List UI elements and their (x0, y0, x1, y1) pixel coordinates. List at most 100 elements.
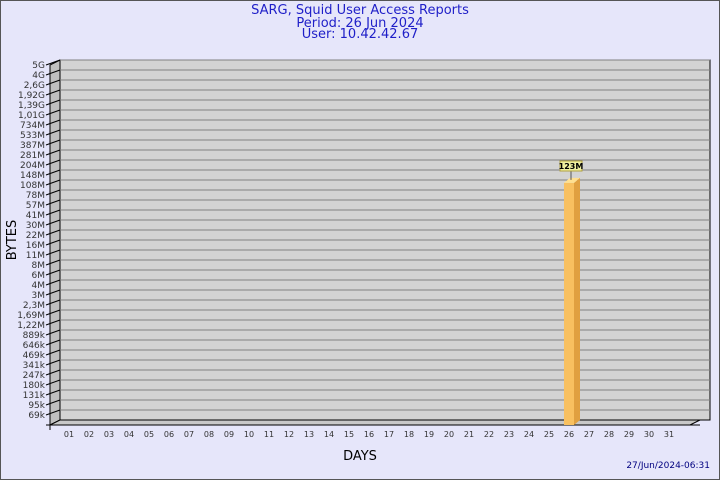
x-tick-label: 06 (164, 430, 174, 439)
x-tick-label: 31 (664, 430, 674, 439)
plot-floor (49, 419, 701, 426)
y-tick-label: 387M (20, 141, 45, 151)
x-tick-label: 21 (464, 430, 474, 439)
x-tick-label: 27 (584, 430, 594, 439)
y-tick (45, 319, 61, 326)
y-tick-label: 341k (23, 361, 46, 371)
y-tick-label: 533M (20, 131, 45, 141)
generated-timestamp: 27/Jun/2024-06:31 (626, 461, 710, 471)
x-tick-label: 20 (444, 430, 454, 439)
y-tick-label: 69k (28, 411, 45, 421)
x-tick-label: 14 (324, 430, 334, 439)
y-tick-label: 1,39G (18, 101, 45, 111)
bar (564, 182, 574, 425)
y-tick-label: 1,22M (17, 321, 45, 331)
x-tick-label: 05 (144, 430, 154, 439)
y-tick (45, 139, 61, 146)
y-tick (45, 329, 61, 336)
y-tick-label: 11M (26, 251, 45, 261)
y-tick-label: 131k (23, 391, 46, 401)
y-tick (45, 409, 61, 416)
x-tick-label: 30 (644, 430, 654, 439)
y-tick (45, 379, 61, 386)
y-tick (45, 59, 61, 66)
y-tick (45, 239, 61, 246)
y-tick-label: 95k (28, 401, 45, 411)
x-tick-label: 16 (364, 430, 374, 439)
y-tick (45, 159, 61, 166)
y-tick (45, 79, 61, 86)
x-tick-label: 23 (504, 430, 514, 439)
y-tick-label: 22M (26, 231, 45, 241)
y-tick-label: 4M (32, 281, 46, 291)
y-tick (45, 289, 61, 296)
x-tick-label: 09 (224, 430, 234, 439)
data-label-box (559, 160, 583, 172)
x-tick-label: 22 (484, 430, 494, 439)
y-tick (45, 299, 61, 306)
y-tick-label: 469k (23, 351, 46, 361)
x-tick-label: 18 (404, 430, 414, 439)
y-tick (45, 149, 61, 156)
y-tick (45, 279, 61, 286)
y-tick (45, 209, 61, 216)
y-tick-label: 41M (26, 211, 45, 221)
x-tick-label: 08 (204, 430, 214, 439)
y-tick (45, 369, 61, 376)
y-tick-label: 889k (23, 331, 46, 341)
y-tick-label: 1,69M (17, 311, 45, 321)
y-tick (45, 339, 61, 346)
y-tick-label: 16M (26, 241, 45, 251)
x-axis-label: DAYS (343, 449, 377, 464)
y-tick-label: 1,01G (18, 111, 45, 121)
y-tick-label: 148M (20, 171, 45, 181)
y-tick-label: 247k (23, 371, 46, 381)
y-tick (45, 229, 61, 236)
y-tick-label: 8M (32, 261, 46, 271)
y-tick-label: 204M (20, 161, 45, 171)
x-tick-label: 24 (524, 430, 534, 439)
x-tick-label: 02 (84, 430, 94, 439)
x-tick-label: 07 (184, 430, 194, 439)
y-tick (45, 169, 61, 176)
y-tick (45, 259, 61, 266)
data-label: 123M (559, 162, 584, 171)
y-tick-label: 734M (20, 121, 45, 131)
y-tick (45, 89, 61, 96)
y-tick (45, 199, 61, 206)
x-tick-label: 26 (564, 430, 574, 439)
x-tick-label: 29 (624, 430, 634, 439)
y-tick (45, 349, 61, 356)
x-tick-label: 13 (304, 430, 314, 439)
bar-side (574, 177, 580, 425)
y-tick (45, 99, 61, 106)
chart-user: User: 10.42.42.67 (301, 27, 419, 42)
y-tick (45, 359, 61, 366)
x-tick-label: 10 (244, 430, 254, 439)
x-tick-label: 03 (104, 430, 114, 439)
y-axis-label: BYTES (5, 220, 20, 261)
y-tick (45, 219, 61, 226)
x-tick-label: 15 (344, 430, 354, 439)
y-tick-label: 6M (32, 271, 46, 281)
y-tick (45, 189, 61, 196)
y-tick-label: 78M (26, 191, 45, 201)
bar-top (564, 177, 580, 183)
y-tick (45, 269, 61, 276)
y-tick-label: 2,3M (23, 301, 45, 311)
y-tick (45, 309, 61, 316)
x-tick-label: 11 (264, 430, 274, 439)
chart-period: Period: 26 Jun 2024 (296, 16, 424, 31)
y-tick (45, 179, 61, 186)
y-tick-label: 2,6G (24, 81, 45, 91)
y-tick-label: 57M (26, 201, 45, 211)
y-tick-label: 30M (26, 221, 45, 231)
x-tick-label: 01 (64, 430, 74, 439)
x-tick-label: 25 (544, 430, 554, 439)
y-tick-label: 180k (23, 381, 46, 391)
y-tick (45, 389, 61, 396)
y-tick (45, 69, 61, 76)
y-tick-label: 281M (20, 151, 45, 161)
y-tick-label: 4G (32, 71, 45, 81)
